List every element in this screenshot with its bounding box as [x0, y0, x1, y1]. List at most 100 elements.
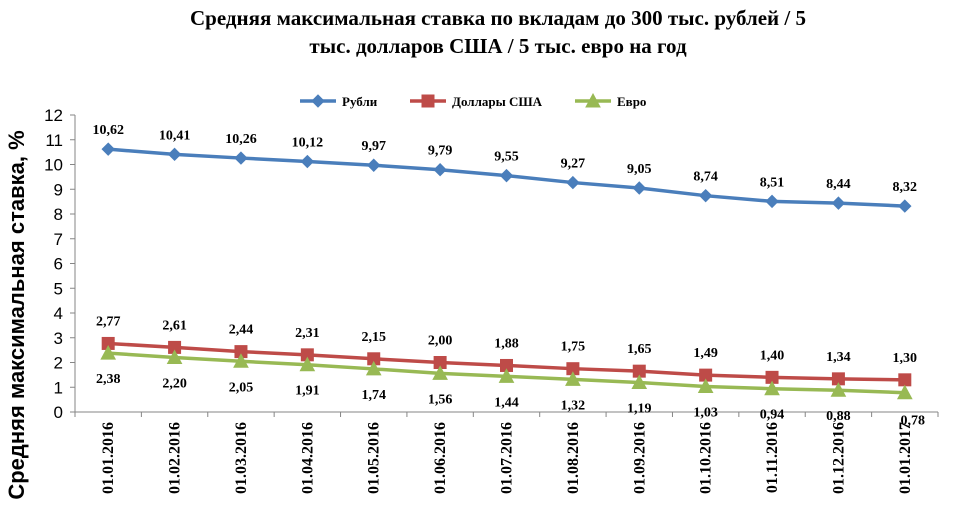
data-label-usd: 2,61	[162, 318, 187, 333]
data-label-rub: 9,05	[627, 162, 652, 177]
series-eur-point	[896, 384, 913, 400]
y-tick-label: 9	[54, 180, 63, 199]
y-tick-label: 1	[54, 378, 63, 397]
x-tick-label: 01.06.2016	[432, 422, 449, 494]
data-label-usd: 2,77	[96, 314, 121, 329]
series-rub-point	[101, 142, 115, 156]
x-tick-label: 01.04.2016	[299, 422, 316, 494]
series-eur-point	[100, 345, 117, 360]
data-label-usd: 2,31	[295, 326, 320, 341]
x-tick-label: 01.11.2016	[764, 422, 781, 493]
data-label-usd: 2,15	[361, 330, 386, 345]
data-label-eur: 1,44	[494, 395, 519, 410]
series-eur-point	[764, 380, 780, 396]
data-label-rub: 9,27	[561, 157, 586, 172]
y-tick-label: 11	[45, 131, 63, 150]
data-label-eur: 2,05	[229, 380, 254, 395]
y-tick-label: 10	[44, 156, 63, 175]
series-rub	[101, 142, 912, 213]
y-tick-label: 5	[54, 279, 63, 298]
series-rub-point	[765, 194, 779, 209]
data-label-usd: 1,34	[826, 350, 851, 365]
data-label-usd: 2,44	[229, 323, 254, 338]
data-label-usd: 1,40	[760, 348, 785, 363]
chart-title-line-1: Средняя максимальная ставка по вкладам д…	[190, 6, 806, 30]
series-rub-point	[167, 147, 182, 162]
data-label-eur: 2,38	[96, 372, 121, 387]
data-label-eur: 0,88	[826, 409, 851, 424]
y-tick-label: 3	[54, 329, 63, 348]
series-eur-point	[233, 353, 249, 368]
series-eur-point	[166, 349, 183, 365]
data-label-rub: 10,12	[292, 136, 324, 151]
series-rub-point	[898, 199, 912, 213]
y-axis-label: Средняя максимальная ставка, %	[4, 130, 29, 499]
data-label-usd: 1,49	[693, 346, 718, 361]
data-label-rub: 9,79	[428, 144, 453, 159]
data-label-rub: 10,62	[92, 123, 124, 138]
series-rub-point	[234, 151, 248, 165]
data-label-eur: 1,91	[295, 384, 320, 399]
data-label-layer: 10,62 10,41 10,26 10,12 9,97 9,79 9,55 9,27 9,05…	[92, 123, 925, 429]
series-usd-point	[898, 373, 912, 387]
data-label-rub: 9,55	[494, 150, 519, 165]
y-tick-label: 6	[54, 255, 63, 274]
series-eur-point	[830, 382, 847, 397]
x-tick-label: 01.08.2016	[565, 422, 582, 494]
x-tick-label: 01.01.2016	[100, 422, 117, 494]
x-tick-label: 01.05.2016	[366, 422, 383, 494]
y-tick-label: 2	[54, 354, 63, 373]
data-label-eur: 2,20	[162, 377, 187, 392]
series-eur-point	[565, 371, 581, 386]
legend-eur-point	[585, 92, 601, 108]
series-usd	[101, 336, 912, 387]
series-rub-point	[300, 154, 315, 169]
data-label-eur: 1,19	[627, 402, 652, 417]
legend-label-usd: Доллары США	[452, 94, 543, 109]
series-rub-point	[433, 162, 447, 177]
data-label-rub: 9,97	[361, 139, 386, 154]
y-tick-label: 0	[54, 403, 63, 422]
legend-label-rub: Рубли	[342, 94, 378, 109]
series-eur-point	[432, 365, 448, 380]
y-tick-label: 8	[54, 205, 63, 224]
y-tick-label: 12	[44, 106, 63, 125]
data-label-rub: 8,44	[826, 177, 851, 192]
series-rub-point	[698, 188, 713, 203]
legend-rub-point	[311, 94, 325, 108]
legend-label-eur: Евро	[617, 94, 646, 109]
data-label-usd: 1,88	[494, 336, 519, 351]
data-label-usd: 1,75	[561, 340, 586, 355]
series-rub-point	[632, 181, 646, 195]
x-tick-label: 01.07.2016	[499, 422, 516, 494]
series-eur-point	[299, 356, 316, 372]
x-tick-label: 01.09.2016	[631, 422, 648, 494]
x-tick-label: 01.12.2016	[830, 422, 847, 494]
legend-usd-point	[421, 94, 435, 108]
data-label-usd: 1,65	[627, 342, 652, 357]
series-layer	[100, 142, 913, 400]
series-eur-point	[697, 378, 714, 394]
x-axis-ticks: 01.01.2016 01.02.2016 01.03.2016 01.04.2016…	[74, 412, 939, 494]
x-tick-label: 01.03.2016	[233, 422, 250, 494]
chart-legend: Рубли Доллары США Евро	[300, 92, 646, 109]
series-eur-point	[498, 368, 515, 383]
data-label-eur: 1,56	[428, 392, 453, 407]
data-label-eur: 1,74	[361, 388, 386, 403]
series-rub-point	[367, 158, 381, 172]
series-rub-point	[499, 168, 514, 183]
data-label-rub: 8,51	[760, 175, 785, 190]
y-tick-label: 7	[54, 230, 63, 249]
x-tick-label: 01.10.2016	[698, 422, 715, 494]
data-label-usd: 1,30	[893, 351, 918, 366]
data-label-eur: 1,32	[561, 398, 586, 413]
data-label-eur: 0,94	[760, 408, 785, 423]
data-label-usd: 2,00	[428, 334, 453, 349]
series-eur-point	[631, 374, 648, 390]
chart-title-line-2: тыс. долларов США / 5 тыс. евро на год	[309, 34, 687, 58]
series-rub-point	[831, 196, 846, 210]
series-eur-point	[365, 360, 382, 376]
x-tick-label: 01.01.2017	[897, 422, 914, 494]
